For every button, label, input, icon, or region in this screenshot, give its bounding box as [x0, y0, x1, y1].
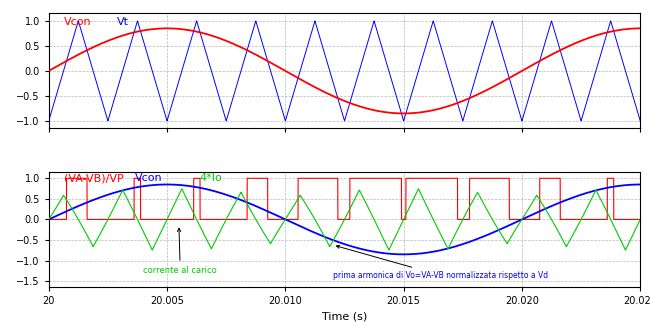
Text: prima armonica di Vo=VA-VB normalizzata rispetto a Vd: prima armonica di Vo=VA-VB normalizzata … — [333, 245, 548, 280]
Text: 4*Io: 4*Io — [200, 173, 222, 183]
X-axis label: Time (s): Time (s) — [322, 312, 367, 322]
Text: Vt: Vt — [117, 17, 129, 27]
Text: Vcon: Vcon — [135, 173, 162, 183]
Text: (VA-VB)/VP: (VA-VB)/VP — [64, 173, 124, 183]
Text: Vcon: Vcon — [64, 17, 91, 27]
Text: corrente al carico: corrente al carico — [144, 228, 217, 275]
